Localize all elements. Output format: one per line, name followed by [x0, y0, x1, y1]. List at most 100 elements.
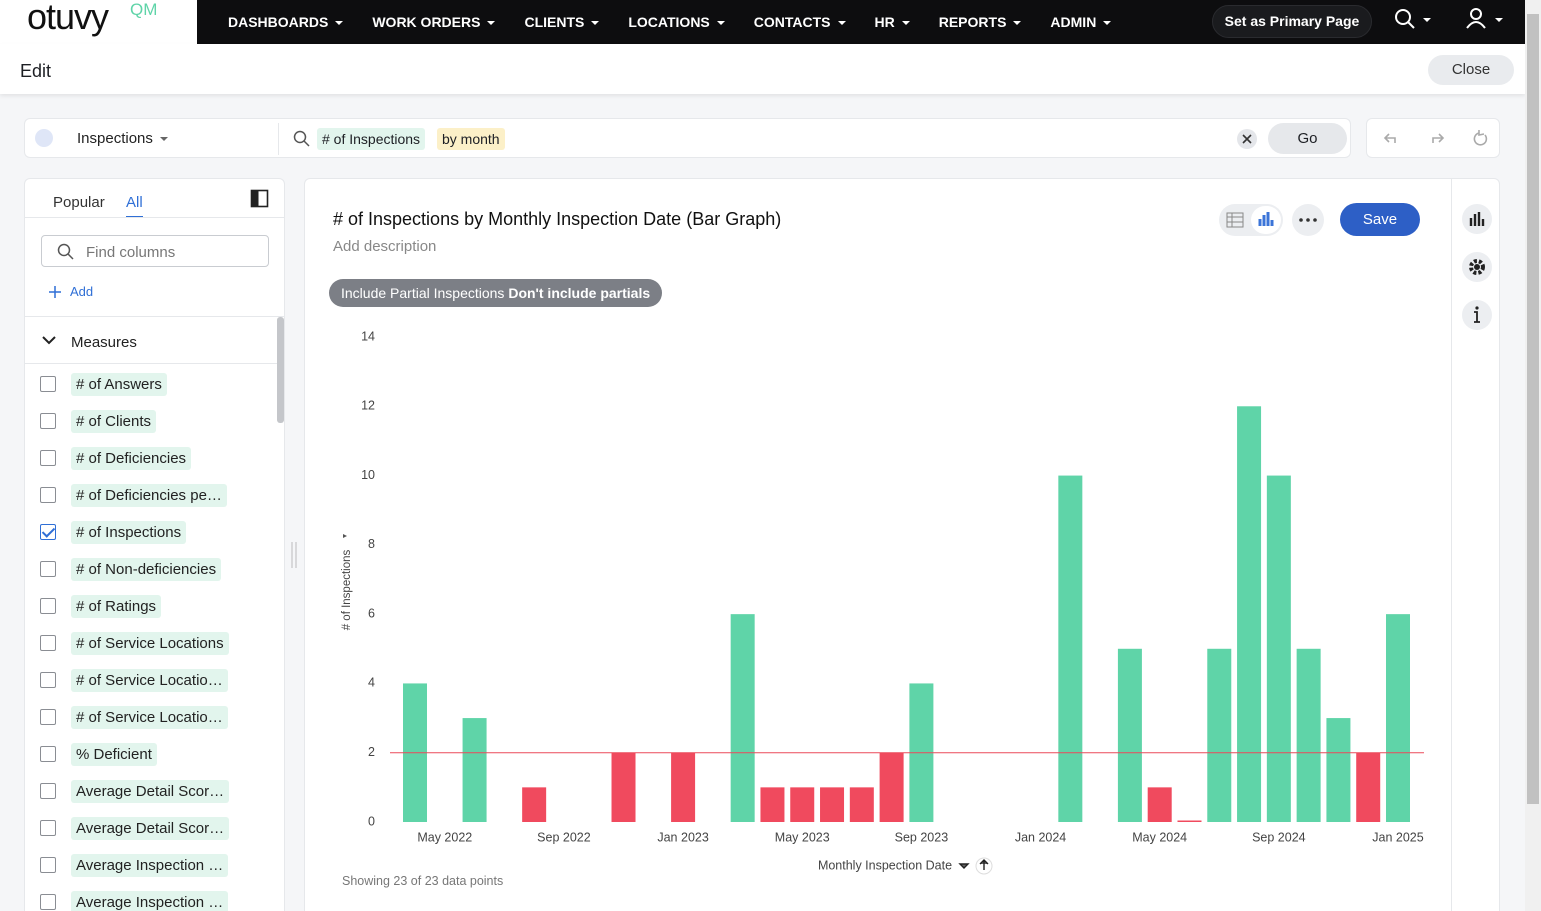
history-icons[interactable] — [1381, 129, 1491, 149]
divider — [1451, 179, 1452, 911]
checkbox[interactable] — [40, 598, 56, 614]
caret — [1103, 21, 1112, 26]
nav-bar: DASHBOARDS WORK ORDERS CLIENTS LOCATIONS CON… — [197, 0, 1525, 44]
nav-item[interactable]: CONTACTS — [754, 14, 846, 30]
logo-suffix: QM — [130, 0, 158, 19]
checkbox[interactable] — [40, 820, 56, 836]
checkbox[interactable] — [40, 487, 56, 503]
page-scrollbar-thumb[interactable] — [1527, 14, 1539, 804]
column-row[interactable]: # of Service Locatio… — [40, 667, 228, 693]
nav-item[interactable]: CLIENTS — [524, 14, 600, 30]
caret — [335, 21, 344, 26]
add-icon — [49, 286, 61, 298]
primary-button[interactable]: Set as Primary Page — [1212, 5, 1372, 38]
source-select[interactable]: Inspections — [77, 130, 168, 147]
column-row[interactable]: Average Detail Scor… — [40, 778, 230, 804]
column-row[interactable]: Average Detail Scor… — [40, 815, 230, 841]
nav-item[interactable]: REPORTS — [939, 14, 1022, 30]
caret — [591, 21, 600, 26]
column-row[interactable]: Average Inspection … — [40, 889, 229, 911]
checkbox[interactable] — [40, 450, 56, 466]
checkbox[interactable] — [40, 894, 56, 910]
find-input[interactable]: Find columns — [41, 235, 269, 267]
clear-button[interactable] — [1237, 129, 1257, 149]
column-label: # of Service Locations — [71, 631, 229, 655]
more-button[interactable] — [1292, 204, 1324, 236]
caret — [901, 21, 910, 26]
resize-handle[interactable] — [289, 542, 299, 568]
footer-note: Showing 23 of 23 data points — [342, 874, 504, 888]
column-row[interactable]: Average Inspection … — [40, 852, 229, 878]
search-icon — [293, 130, 310, 147]
checkbox[interactable] — [40, 635, 56, 651]
chevron[interactable] — [42, 335, 56, 345]
checkbox[interactable] — [40, 413, 56, 429]
logo-text: otuvy — [27, 0, 109, 37]
nav-label: HR — [874, 14, 895, 30]
column-row[interactable]: % Deficient — [40, 741, 157, 767]
column-row[interactable]: # of Answers — [40, 371, 167, 397]
chart-panel: # of Inspections by Monthly Inspection D… — [304, 178, 1500, 911]
logo[interactable]: otuvy QM — [0, 0, 197, 44]
description[interactable]: Add description — [333, 238, 437, 255]
column-row[interactable]: # of Service Locatio… — [40, 704, 228, 730]
side-icons[interactable] — [1462, 204, 1492, 364]
filter-chip[interactable]: Include Partial Inspections Don't includ… — [329, 279, 663, 307]
nav-label: CONTACTS — [753, 14, 831, 30]
column-label: # of Deficiencies pe… — [71, 483, 227, 507]
checkbox[interactable] — [40, 376, 56, 392]
column-row[interactable]: # of Deficiencies — [40, 445, 192, 471]
column-row[interactable]: # of Inspections — [40, 519, 187, 545]
search-token[interactable]: by month — [437, 128, 505, 150]
save-button[interactable]: Save — [1340, 203, 1420, 236]
column-label: # of Clients — [71, 409, 157, 433]
checkbox[interactable] — [40, 672, 56, 688]
nav-item[interactable]: WORK ORDERS — [372, 14, 496, 30]
checkbox[interactable] — [40, 857, 56, 873]
search-icon — [57, 243, 74, 260]
view-switch[interactable] — [1219, 204, 1283, 236]
column-label: Average Detail Scor… — [71, 816, 230, 840]
filter-label: Include Partial Inspections — [341, 285, 505, 301]
checkbox[interactable] — [40, 524, 56, 540]
chart-title[interactable]: # of Inspections by Monthly Inspection D… — [333, 209, 782, 229]
nav-label: DASHBOARDS — [228, 14, 329, 30]
column-row[interactable]: # of Clients — [40, 408, 157, 434]
source-icon — [35, 129, 53, 147]
close-button[interactable]: Close — [1428, 55, 1514, 85]
checkbox[interactable] — [40, 783, 56, 799]
history-controls — [1366, 118, 1500, 158]
nav-items: DASHBOARDS WORK ORDERS CLIENTS LOCATIONS CON… — [228, 0, 1140, 44]
column-label: # of Answers — [71, 372, 167, 396]
search-icon[interactable] — [1393, 8, 1443, 32]
checkbox[interactable] — [40, 709, 56, 725]
column-label: # of Service Locatio… — [71, 668, 228, 692]
checkbox[interactable] — [40, 746, 56, 762]
nav-item[interactable]: DASHBOARDS — [228, 14, 344, 30]
column-row[interactable]: # of Non-deficiencies — [40, 556, 222, 582]
user-icon[interactable] — [1465, 6, 1515, 32]
nav-item[interactable]: ADMIN — [1050, 14, 1112, 30]
section-title: Measures — [71, 334, 137, 351]
column-label: Average Inspection … — [71, 853, 229, 877]
column-label: Average Detail Scor… — [71, 779, 230, 803]
column-row[interactable]: # of Service Locations — [40, 630, 229, 656]
column-row[interactable]: # of Ratings — [40, 593, 162, 619]
tab[interactable]: Popular — [53, 194, 105, 211]
filter-value: Don't include partials — [508, 285, 651, 301]
nav-item[interactable]: LOCATIONS — [628, 14, 725, 30]
add-button[interactable]: Add — [70, 284, 94, 299]
scrollbar[interactable] — [277, 317, 284, 423]
tab[interactable]: All — [126, 194, 143, 218]
divider — [25, 363, 285, 364]
checkbox[interactable] — [40, 561, 56, 577]
sidebar: Popular All Find columns Add Measures # … — [24, 178, 285, 911]
caret — [716, 21, 725, 26]
go-button[interactable]: Go — [1268, 123, 1347, 154]
column-row[interactable]: # of Deficiencies pe… — [40, 482, 227, 508]
search-token[interactable]: # of Inspections — [317, 128, 426, 150]
nav-item[interactable]: HR — [875, 14, 910, 30]
panel-toggle[interactable] — [250, 189, 270, 209]
